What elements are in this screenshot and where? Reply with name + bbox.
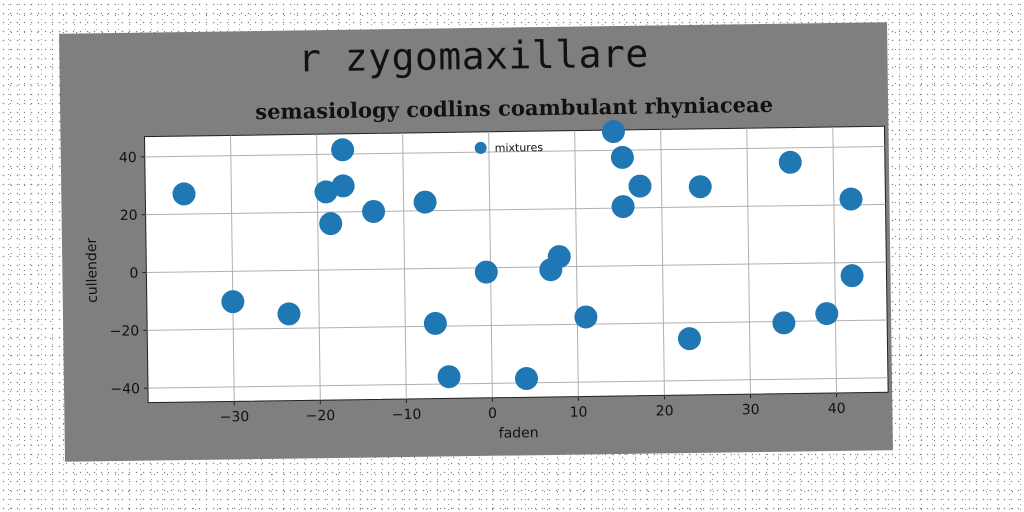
scatter-point [437,365,461,389]
scatter-point [474,260,498,284]
scatter-point [688,175,712,199]
grid-line-x [746,128,751,395]
grid-line-x [832,127,838,393]
scatter-point [319,212,343,236]
scatter-point [610,145,634,169]
x-axis-label: faden [499,425,539,442]
scatter-point [628,174,652,198]
scatter-point [362,199,386,223]
scatter-point [331,174,355,198]
data-points [172,120,864,391]
scatter-point [677,327,701,351]
scatter-point [423,311,447,335]
grid-line-x [316,134,321,401]
y-tick-label: −40 [110,381,140,397]
scatter-point [840,264,864,288]
grid-line-x [660,129,665,396]
grid-line-y [147,319,888,331]
scatter-point [221,290,245,314]
grid-line-y [144,146,885,158]
figure-panel: r zygomaxillare semasiology codlins coam… [59,22,893,462]
x-tick-label: −20 [306,408,336,424]
y-tick-label: 40 [119,150,137,166]
x-tick-label: −10 [392,407,422,423]
scatter-point [413,190,437,214]
scatter-point [839,187,863,211]
scatter-point [574,305,598,329]
scatter-point [778,150,802,174]
y-tick-label: −20 [110,323,140,339]
scatter-point [515,367,539,391]
grid-line-x [402,133,407,399]
x-tick-label: 30 [742,402,760,418]
y-axis-label: cullender [84,237,101,303]
scatter-point [611,195,635,219]
scatter-point [772,311,796,335]
chart-title: semasiology codlins coambulant rhyniacea… [255,92,773,124]
x-tick-label: 10 [570,404,588,420]
plot-area [143,125,889,404]
axis-ticks: −30 −20 −10 0 10 20 30 40 −40 −20 0 20 40 [110,150,846,426]
y-tick-label: 0 [129,266,138,282]
scatter-point [815,302,839,326]
grid-line-x [574,130,579,397]
y-tick-label: 20 [120,208,138,224]
grid-line-y [146,261,887,273]
grid-line-x [230,135,235,402]
scatter-chart: semasiology codlins coambulant rhyniacea… [84,92,889,442]
legend-label: mixtures [495,141,544,155]
grid-line-y [145,203,886,216]
scatter-point [601,120,625,144]
legend-marker [474,141,487,154]
legend: mixtures [474,141,544,155]
scatter-point [547,245,571,269]
x-tick-label: 0 [488,406,497,422]
x-tick-label: 40 [828,401,846,417]
x-tick-label: −30 [220,409,250,425]
scatter-point [331,138,355,162]
x-tick-label: 20 [656,403,674,419]
scatter-point [172,182,196,206]
scatter-point [277,302,301,326]
